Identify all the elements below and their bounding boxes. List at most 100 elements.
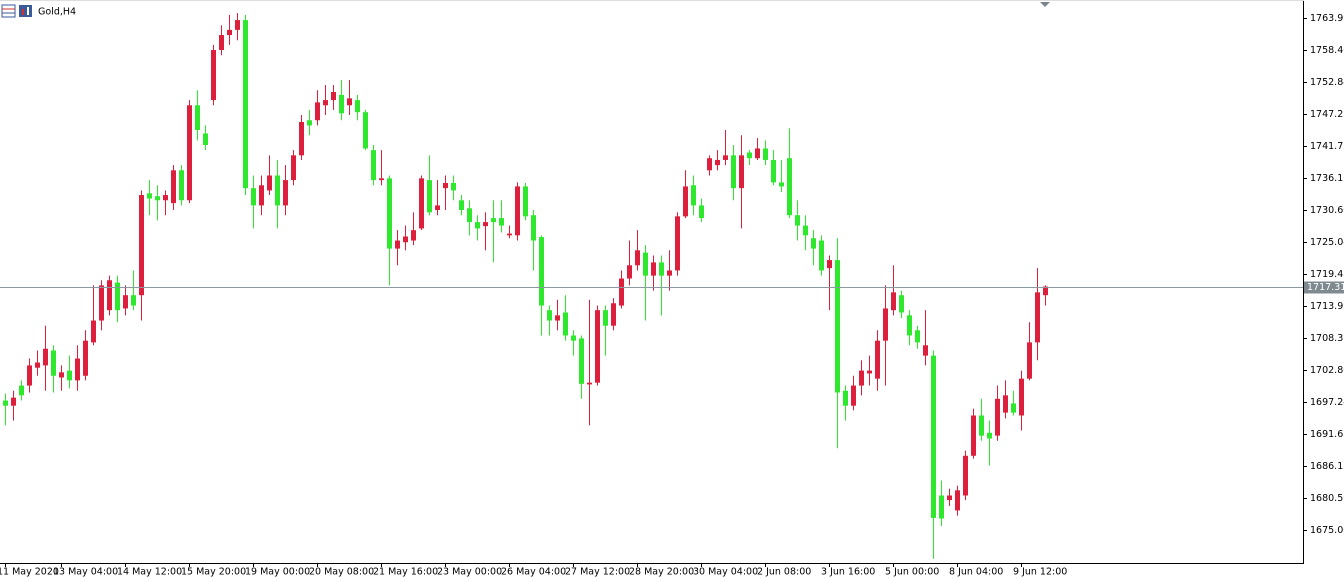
candle-body: [291, 155, 296, 181]
candle-body: [395, 240, 400, 249]
candle-body: [811, 238, 816, 249]
candle-body: [139, 195, 144, 296]
candle-body: [27, 365, 32, 386]
candle-body: [611, 303, 616, 326]
candle-body: [867, 370, 872, 374]
candle-body: [739, 155, 744, 189]
candle-body: [571, 335, 576, 341]
candle-body: [83, 340, 88, 376]
candle-body: [179, 170, 184, 201]
candle-body: [579, 338, 584, 384]
candle-body: [851, 385, 856, 406]
candle-body: [675, 216, 680, 271]
candle-body: [819, 240, 824, 271]
candle-body: [51, 350, 56, 376]
candle-body: [939, 495, 944, 519]
candle-body: [123, 295, 128, 309]
candle-body: [859, 370, 864, 386]
candle-body: [667, 270, 672, 276]
candle-body: [251, 188, 256, 206]
x-tick-label: 30 May 04:00: [693, 567, 758, 578]
candle-body: [155, 196, 160, 201]
x-tick-label: 23 May 00:00: [437, 567, 502, 578]
candle-body: [419, 178, 424, 229]
candle-body: [771, 159, 776, 183]
y-tick-label: 1708.36: [1310, 333, 1344, 344]
candle-body: [683, 186, 688, 217]
candle-body: [779, 182, 784, 187]
x-tick-label: 9 Jun 12:00: [1013, 567, 1067, 578]
candle-body: [219, 35, 224, 51]
candle-body: [91, 320, 96, 343]
candle-body: [915, 330, 920, 343]
candle-body: [515, 186, 520, 236]
y-tick-label: 1736.16: [1310, 173, 1344, 184]
y-tick-label: 1691.68: [1310, 429, 1344, 440]
candle-body: [163, 195, 168, 201]
candle-body: [99, 285, 104, 321]
candle-body: [827, 260, 832, 269]
x-tick-label: 2 Jun 08:00: [757, 567, 811, 578]
candle-body: [1003, 395, 1008, 413]
candle-body: [227, 29, 232, 36]
candle-body: [211, 50, 216, 101]
candle-body: [475, 222, 480, 229]
candle-body: [379, 178, 384, 181]
candle-body: [995, 398, 1000, 436]
y-tick-label: 1763.96: [1310, 13, 1344, 24]
current-price-label: 1717.31: [1307, 282, 1344, 293]
x-tick-label: 8 Jun 04:00: [949, 567, 1003, 578]
y-tick-label: 1730.60: [1310, 205, 1344, 216]
candle-body: [747, 152, 752, 159]
x-tick-label: 3 Jun 16:00: [821, 567, 875, 578]
candle-body: [499, 218, 504, 226]
candle-body: [315, 102, 320, 121]
candle-body: [707, 158, 712, 171]
x-tick-label: 14 May 12:00: [117, 567, 182, 578]
candle-body: [723, 155, 728, 160]
candle-body: [459, 200, 464, 211]
x-tick-label: 5 Jun 00:00: [885, 567, 939, 578]
x-tick-label: 26 May 04:00: [501, 567, 566, 578]
y-tick-label: 1758.40: [1310, 45, 1344, 56]
candle-body: [267, 175, 272, 191]
candle-body: [731, 155, 736, 189]
candle-body: [1027, 342, 1032, 379]
candle-body: [651, 262, 656, 276]
candle-body: [619, 278, 624, 306]
candle-body: [483, 222, 488, 227]
candle-body: [563, 312, 568, 336]
y-tick-label: 1741.72: [1310, 141, 1344, 152]
candle-body: [411, 230, 416, 241]
y-tick-label: 1747.28: [1310, 109, 1344, 120]
x-tick-label: 15 May 20:00: [181, 567, 246, 578]
candle-body: [787, 158, 792, 216]
candle-body: [979, 415, 984, 436]
icon-bar: [22, 9, 24, 15]
candle-body: [883, 308, 888, 341]
candle-body: [75, 358, 80, 381]
candle-body: [763, 148, 768, 160]
candle-body: [587, 382, 592, 385]
candle-body: [355, 100, 360, 113]
candle-body: [715, 159, 720, 166]
toolbar-icons: [1, 4, 32, 18]
candle-body: [931, 355, 936, 518]
candle-body: [259, 185, 264, 206]
candle-body: [1011, 403, 1016, 413]
candle-body: [691, 185, 696, 206]
candle-body: [795, 215, 800, 226]
candle-body: [427, 180, 432, 213]
candle-body: [443, 182, 448, 189]
candle-body: [59, 372, 64, 378]
candle-body: [339, 94, 344, 114]
y-tick-label: 1680.56: [1310, 493, 1344, 504]
x-tick-label: 20 May 08:00: [309, 567, 374, 578]
candle-body: [235, 20, 240, 30]
candle-body: [531, 215, 536, 241]
candle-body: [947, 495, 952, 501]
candle-body: [203, 133, 208, 145]
